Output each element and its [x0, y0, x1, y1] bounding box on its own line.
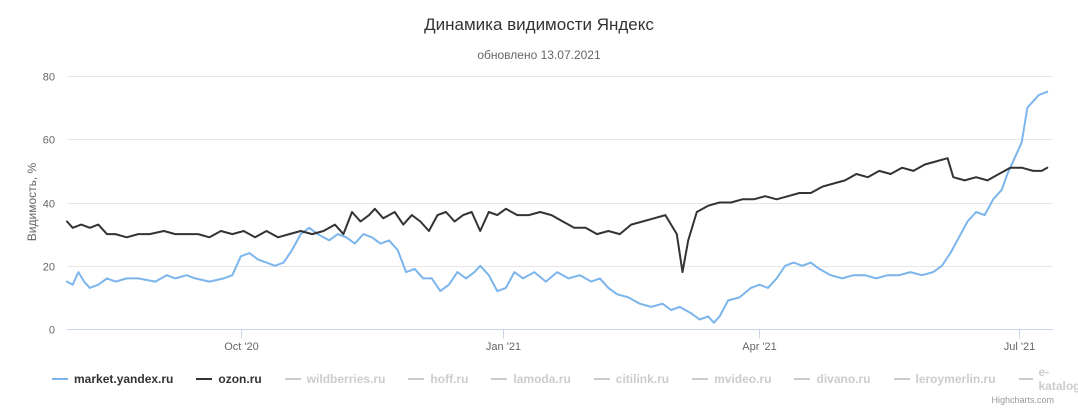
legend-label: leroymerlin.ru — [915, 372, 996, 386]
series-lines — [66, 90, 1049, 324]
legend-swatch — [196, 378, 213, 380]
series-line-market-yandex-ru[interactable] — [66, 90, 1049, 324]
legend-label: e-katalog.ru — [1038, 365, 1078, 393]
chart-subtitle: обновлено 13.07.2021 — [477, 48, 601, 62]
chart-legend: market.yandex.ru ozon.ru wildberries.ru hof… — [52, 365, 1078, 393]
legend-swatch — [692, 378, 709, 380]
legend-label: wildberries.ru — [306, 372, 386, 386]
legend-item-leroymerlin-ru[interactable]: leroymerlin.ru — [893, 372, 996, 386]
x-tick-label: Apr '21 — [742, 341, 777, 353]
legend-swatch — [52, 378, 68, 380]
y-tick-label: 60 — [43, 135, 55, 147]
x-tick-label: Jan '21 — [486, 341, 521, 353]
axes: 0 20 40 60 80 Oct '20 Jan '21 Apr '21 Jul '21 — [43, 72, 1053, 353]
legend-swatch — [1018, 378, 1033, 380]
legend-swatch — [893, 378, 910, 380]
y-axis-title: Видимость, % — [25, 162, 39, 241]
legend-item-mvideo-ru[interactable]: mvideo.ru — [692, 372, 771, 386]
legend-swatch — [408, 378, 425, 380]
legend-label: citilink.ru — [615, 372, 670, 386]
legend-item-wildberries-ru[interactable]: wildberries.ru — [284, 372, 386, 386]
series-line-ozon-ru[interactable] — [66, 157, 1049, 274]
legend-label: market.yandex.ru — [74, 372, 174, 386]
x-tick-label: Jul '21 — [1004, 341, 1035, 353]
y-tick-label: 40 — [43, 199, 55, 211]
legend-item-divano-ru[interactable]: divano.ru — [794, 372, 871, 386]
x-tick-label: Oct '20 — [224, 341, 259, 353]
legend-item-e-katalog-ru[interactable]: e-katalog.ru — [1018, 365, 1078, 393]
legend-swatch — [794, 378, 811, 380]
legend-label: divano.ru — [816, 372, 871, 386]
legend-swatch — [593, 378, 610, 380]
grid-lines — [67, 76, 1053, 330]
legend-label: lamoda.ru — [513, 372, 571, 386]
y-tick-label: 20 — [43, 262, 55, 274]
legend-label: hoff.ru — [430, 372, 469, 386]
legend-item-citilink-ru[interactable]: citilink.ru — [593, 372, 670, 386]
y-tick-label: 0 — [49, 325, 55, 337]
credits-link[interactable]: Highcharts.com — [991, 395, 1054, 405]
legend-item-hoff-ru[interactable]: hoff.ru — [408, 372, 468, 386]
chart-title: Динамика видимости Яндекс — [424, 15, 654, 34]
legend-swatch — [284, 378, 301, 380]
legend-item-market-yandex-ru[interactable]: market.yandex.ru — [52, 372, 173, 386]
legend-swatch — [491, 378, 508, 380]
legend-item-lamoda-ru[interactable]: lamoda.ru — [491, 372, 571, 386]
y-tick-label: 80 — [43, 72, 55, 84]
legend-label: ozon.ru — [218, 372, 262, 386]
legend-label: mvideo.ru — [714, 372, 772, 386]
legend-item-ozon-ru[interactable]: ozon.ru — [196, 372, 262, 386]
